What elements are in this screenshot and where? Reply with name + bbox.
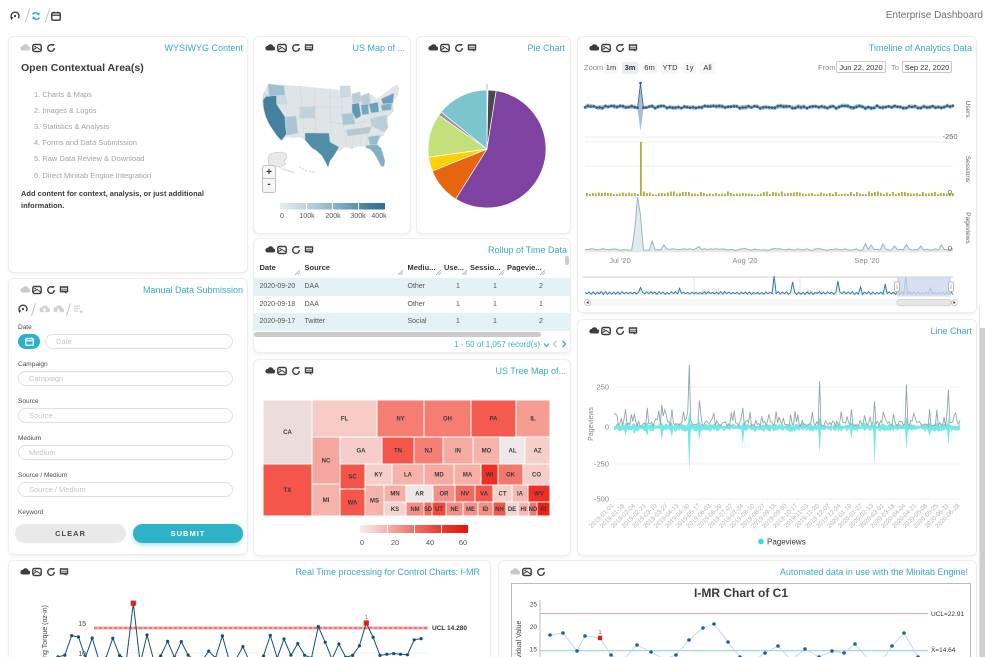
svg-text:KY: KY [374, 473, 382, 479]
svg-text:PA: PA [490, 417, 499, 423]
svg-text:40: 40 [426, 538, 434, 547]
svg-text:WA: WA [348, 501, 358, 507]
svg-text:Pageviews: Pageviews [767, 538, 806, 547]
svg-text:Pageviews: Pageviews [588, 407, 595, 441]
svg-text:MS: MS [370, 499, 379, 505]
svg-text:CO: CO [532, 473, 541, 479]
svg-text:CA: CA [283, 430, 292, 436]
svg-text:OH: OH [443, 417, 452, 423]
svg-text:15: 15 [530, 647, 538, 654]
svg-text:60: 60 [459, 538, 467, 547]
svg-text:1: 1 [599, 630, 602, 636]
svg-text:-250: -250 [594, 460, 609, 469]
svg-text:20: 20 [530, 624, 538, 631]
svg-text:OR: OR [440, 492, 450, 498]
svg-text:TN: TN [394, 449, 402, 455]
svg-text:ID: ID [483, 507, 490, 513]
svg-text:Jul '20: Jul '20 [609, 256, 630, 265]
svg-text:HI: HI [521, 507, 527, 513]
svg-text:KS: KS [391, 507, 399, 513]
svg-text:25: 25 [530, 602, 538, 609]
svg-text:Sep '20: Sep '20 [854, 256, 879, 265]
svg-text:RI: RI [541, 507, 547, 513]
svg-text:IA: IA [517, 492, 524, 498]
svg-text:MI: MI [323, 498, 330, 504]
svg-text:IL: IL [530, 417, 536, 423]
svg-text:1: 1 [365, 615, 368, 621]
svg-text:250: 250 [596, 383, 609, 392]
svg-text:NY: NY [396, 417, 404, 423]
svg-text:OK: OK [506, 473, 516, 479]
svg-text:Jul '20: Jul '20 [805, 289, 823, 295]
svg-text:0: 0 [360, 538, 364, 547]
svg-text:ND: ND [529, 507, 538, 513]
svg-text:NJ: NJ [425, 449, 433, 455]
svg-text:DE: DE [508, 507, 516, 513]
svg-text:CT: CT [499, 492, 507, 498]
svg-text:Loading Torque (oz-in): Loading Torque (oz-in) [42, 605, 49, 657]
svg-text:NE: NE [450, 507, 458, 513]
svg-text:NH: NH [495, 507, 504, 513]
svg-text:X̄=14.64: X̄=14.64 [931, 646, 956, 654]
svg-text:MO: MO [482, 449, 492, 455]
svg-text:UCL=22.91: UCL=22.91 [931, 611, 964, 618]
svg-text:NV: NV [461, 492, 469, 498]
svg-text:15: 15 [78, 621, 86, 628]
svg-text:MN: MN [390, 492, 399, 498]
svg-text:Users: Users [964, 101, 971, 119]
svg-text:Individual Value: Individual Value [516, 620, 523, 657]
svg-text:AZ: AZ [534, 449, 542, 455]
svg-text:Sessions: Sessions [964, 156, 971, 183]
svg-text:SC: SC [348, 475, 357, 481]
svg-text:0: 0 [605, 423, 609, 432]
svg-text:UCL 14.280: UCL 14.280 [432, 625, 467, 632]
svg-text:0: 0 [948, 188, 952, 197]
svg-text:10: 10 [78, 651, 86, 657]
svg-text:MA: MA [463, 473, 473, 479]
svg-text:-250: -250 [942, 132, 957, 141]
svg-text:Aug '20: Aug '20 [732, 256, 757, 265]
svg-text:NC: NC [322, 459, 331, 465]
svg-text:-500: -500 [594, 495, 609, 504]
svg-text:20: 20 [391, 538, 399, 547]
svg-text:WV: WV [534, 492, 544, 498]
svg-text:ME: ME [466, 507, 475, 513]
svg-text:LA: LA [404, 473, 413, 479]
svg-text:UT: UT [435, 507, 443, 513]
svg-text:WI: WI [486, 473, 494, 479]
svg-text:AL: AL [509, 449, 517, 455]
svg-text:Jan '20: Jan '20 [700, 289, 720, 295]
svg-text:0: 0 [948, 244, 952, 253]
svg-text:Pageviews: Pageviews [964, 212, 971, 244]
svg-text:IN: IN [455, 449, 461, 455]
svg-text:FL: FL [341, 417, 349, 423]
svg-text:GA: GA [357, 449, 367, 455]
svg-text:MD: MD [434, 473, 444, 479]
svg-text:NM: NM [410, 507, 419, 513]
svg-text:VA: VA [480, 492, 489, 498]
svg-text:AR: AR [415, 492, 424, 498]
svg-text:TX: TX [284, 488, 292, 494]
svg-text:SD: SD [424, 507, 433, 513]
